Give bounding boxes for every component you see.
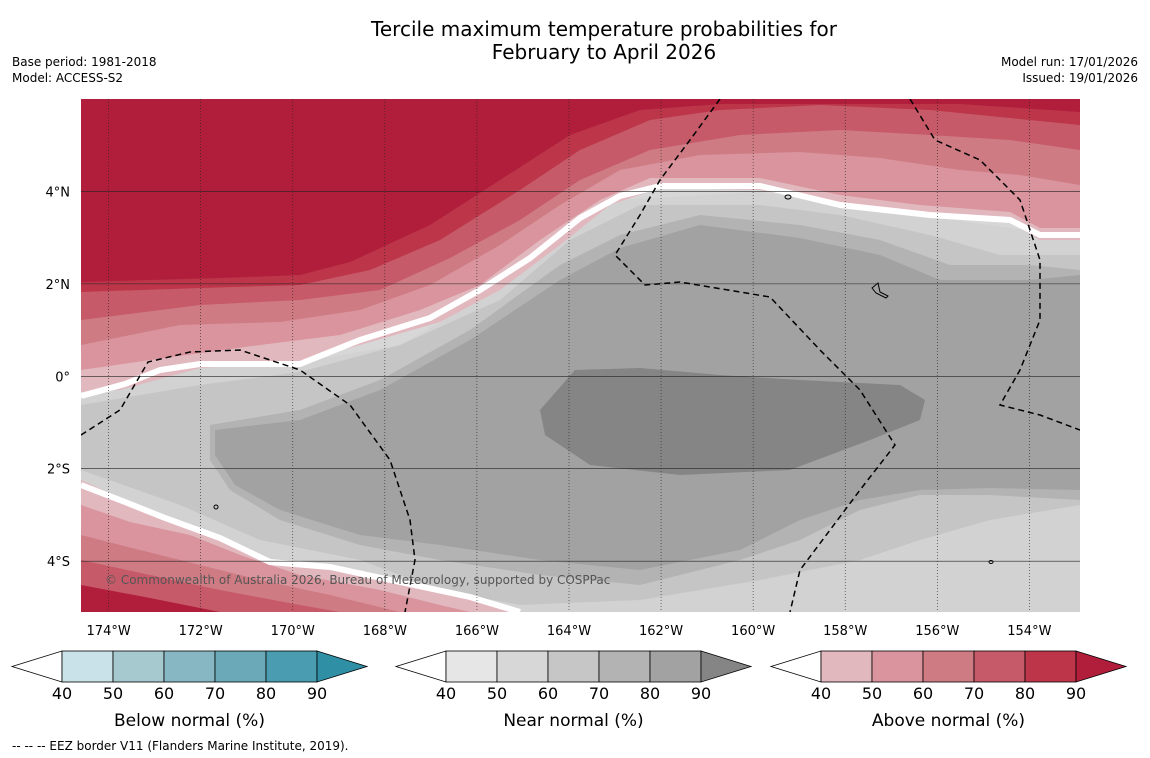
title-line-2: February to April 2026	[491, 40, 717, 64]
colorbar-tick: 70	[589, 684, 609, 703]
y-tick-label: 2°S	[47, 463, 70, 478]
colorbar-segment	[598, 650, 651, 683]
island-outline	[784, 194, 792, 200]
graticule	[81, 99, 1080, 612]
colorbar-high-extend	[700, 650, 753, 683]
island-outline	[871, 282, 889, 299]
x-tick-label: 156°W	[915, 624, 959, 639]
x-tick-label: 164°W	[547, 624, 591, 639]
near-90-zone	[540, 368, 925, 475]
colorbar-tick: 80	[256, 684, 276, 703]
colorbar-tick: 50	[862, 684, 882, 703]
colorbar-label: Below normal (%)	[114, 711, 265, 731]
x-tick-label: 170°W	[271, 624, 315, 639]
x-tick-label: 172°W	[179, 624, 223, 639]
y-tick-label: 2°N	[46, 278, 71, 293]
colorbar-low-extend	[394, 650, 447, 683]
island-outline	[988, 560, 994, 564]
colorbar-segment	[1024, 650, 1077, 683]
colorbar-high-extend	[1075, 650, 1128, 683]
above-90-north	[81, 99, 1080, 282]
model-run: Model run: 17/01/2026	[1000, 55, 1138, 69]
colorbar-label: Above normal (%)	[872, 711, 1025, 731]
footer-note: -- -- -- EEZ border V11 (Flanders Marine…	[12, 739, 349, 753]
copyright-text: © Commonwealth of Australia 2026, Bureau…	[105, 573, 610, 587]
colorbar-segment	[496, 650, 549, 683]
colorbar-tick: 40	[436, 684, 456, 703]
colorbar-tick: 70	[964, 684, 984, 703]
map-field	[81, 99, 1080, 612]
colorbar-label: Near normal (%)	[503, 711, 643, 731]
colorbar-tick: 80	[640, 684, 660, 703]
y-tick-label: 0°	[55, 370, 70, 385]
colorbar-tick: 60	[913, 684, 933, 703]
colorbar-low-extend	[10, 650, 63, 683]
colorbar-segment	[922, 650, 975, 683]
colorbar-high-extend	[316, 650, 369, 683]
x-tick-label: 154°W	[1007, 624, 1051, 639]
colorbar-tick: 60	[538, 684, 558, 703]
colorbar-tick: 40	[811, 684, 831, 703]
colorbar-segment	[61, 650, 114, 683]
boundary-south	[81, 482, 521, 612]
colorbar-segment	[163, 650, 216, 683]
eez-border-east	[909, 99, 1080, 431]
y-tick-labels: 4°N 2°N 0° 2°S 4°S	[46, 185, 71, 570]
colorbar-segment	[214, 650, 267, 683]
colorbar-tick: 50	[487, 684, 507, 703]
colorbar-tick: 70	[205, 684, 225, 703]
x-tick-label: 162°W	[639, 624, 683, 639]
meta-right: Model run: 17/01/2026 Issued: 19/01/2026	[1001, 54, 1138, 86]
colorbar-1: 40 50 60 70 80 90 Near normal (%)	[394, 650, 753, 731]
y-tick-label: 4°N	[46, 185, 71, 200]
colorbar-segment	[973, 650, 1026, 683]
colorbar-0: 40 50 60 70 80 90 Below normal (%)	[10, 650, 369, 731]
colorbar-tick: 50	[103, 684, 123, 703]
boundary-north	[81, 183, 1080, 399]
colorbar-tick: 60	[154, 684, 174, 703]
eez-border-west	[81, 349, 416, 612]
colorbar-tick: 90	[307, 684, 327, 703]
x-tick-label: 174°W	[87, 624, 131, 639]
colorbar-segment	[871, 650, 924, 683]
issued-date: Issued: 19/01/2026	[1022, 71, 1138, 85]
above-90-south	[81, 585, 220, 612]
x-tick-labels: 174°W 172°W 170°W 168°W 166°W 164°W 162°W 160°W…	[87, 624, 1052, 639]
eez-border-central	[614, 99, 896, 612]
colorbar-tick: 80	[1015, 684, 1035, 703]
title-line-1: Tercile maximum temperature probabilitie…	[371, 17, 837, 41]
colorbar-segment	[820, 650, 873, 683]
colorbar-segment	[547, 650, 600, 683]
island-outline	[213, 504, 219, 510]
colorbar-segment	[112, 650, 165, 683]
colorbar-tick: 90	[691, 684, 711, 703]
colorbar-2: 40 50 60 70 80 90 Above normal (%)	[769, 650, 1128, 731]
colorbar-segment	[649, 650, 702, 683]
colorbar-tick: 40	[52, 684, 72, 703]
colorbars: 40 50 60 70 80 90 Below normal (%) 40 50 60 70 80 90…	[10, 650, 1128, 731]
colorbar-low-extend	[769, 650, 822, 683]
x-tick-label: 160°W	[731, 624, 775, 639]
y-tick-label: 4°S	[47, 555, 70, 570]
x-tick-label: 166°W	[455, 624, 499, 639]
base-period: Base period: 1981-2018	[12, 55, 157, 69]
x-tick-label: 158°W	[823, 624, 867, 639]
chart-title: Tercile maximum temperature probabilitie…	[0, 18, 1150, 64]
meta-left: Base period: 1981-2018 Model: ACCESS-S2	[12, 54, 157, 86]
colorbar-tick: 90	[1066, 684, 1086, 703]
x-tick-label: 168°W	[363, 624, 407, 639]
model-name: Model: ACCESS-S2	[12, 71, 124, 85]
colorbar-segment	[265, 650, 318, 683]
colorbar-segment	[445, 650, 498, 683]
